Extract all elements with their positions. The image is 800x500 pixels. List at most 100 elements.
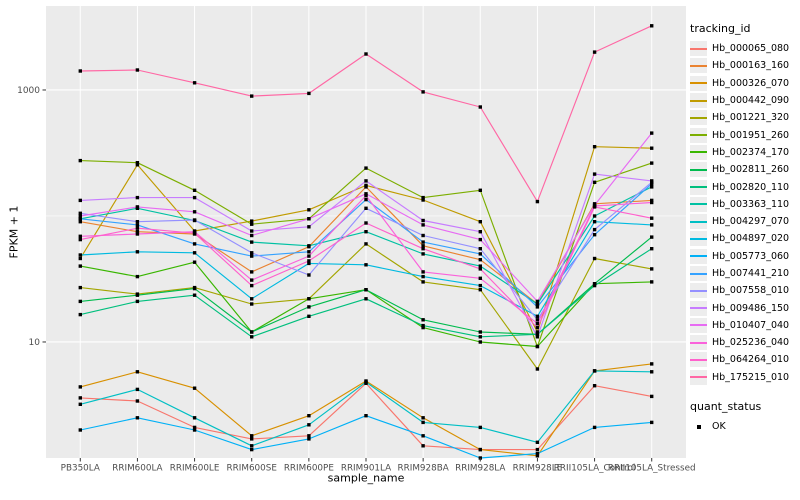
legend-key — [690, 93, 707, 109]
data-point-Hb_002820_110 — [592, 283, 597, 288]
data-point-Hb_000442_090 — [421, 198, 425, 202]
data-point-Hb_025236_040 — [250, 278, 254, 282]
legend-title-quant-status: quant_status — [690, 399, 762, 413]
legend-item-Hb_004297_070: Hb_004297_070 — [690, 213, 798, 230]
data-point-Hb_064264_010 — [364, 221, 368, 225]
data-point-Hb_002820_110 — [650, 247, 654, 251]
legend-item-label: Hb_007441_210 — [712, 268, 790, 279]
legend-key — [690, 317, 707, 333]
legend-item-label: Hb_004297_070 — [712, 216, 790, 228]
data-point-Hb_001221_320 — [592, 256, 597, 261]
data-point-Hb_005773_060 — [535, 451, 540, 456]
data-point-Hb_003363_110 — [307, 244, 311, 248]
legend-items-tracking-id: Hb_000065_080 Hb_000163_160 Hb_000326_070 H… — [690, 40, 798, 386]
x-tick-label: RRIM600LE — [170, 464, 220, 474]
data-point-Hb_004297_070 — [592, 369, 597, 373]
legend-item-Hb_004897_020: Hb_004897_020 — [690, 230, 798, 247]
data-point-Hb_001951_260 — [135, 161, 140, 165]
data-point-Hb_004897_020 — [364, 263, 368, 267]
data-point-Hb_003363_110 — [535, 302, 540, 306]
legend-line-swatch — [690, 341, 707, 344]
legend-item-label: Hb_007558_010 — [712, 285, 790, 297]
x-tick-label: RRII105LA_Control — [554, 464, 636, 474]
data-point-Hb_005773_060 — [78, 428, 82, 432]
data-point-Hb_005773_060 — [592, 425, 597, 430]
data-point-Hb_009486_150 — [364, 179, 368, 183]
data-point-Hb_025236_040 — [364, 193, 368, 198]
data-point-Hb_004297_070 — [192, 416, 197, 420]
data-point-Hb_001221_320 — [650, 267, 654, 271]
data-point-Hb_000065_080 — [78, 396, 82, 400]
legend-item-Hb_001221_320: Hb_001221_320 — [690, 109, 798, 126]
legend-line-swatch — [690, 64, 707, 67]
legend: tracking_id Hb_000065_080 Hb_000163_160 Hb… — [690, 22, 798, 435]
legend-line-swatch — [690, 116, 707, 119]
data-point-Hb_175215_010 — [250, 94, 254, 98]
legend-line-swatch — [690, 134, 707, 137]
legend-item-label: Hb_002811_260 — [712, 164, 790, 176]
data-point-Hb_000326_070 — [135, 370, 140, 374]
legend-key — [690, 110, 707, 126]
data-point-Hb_025236_040 — [421, 270, 425, 274]
data-point-Hb_025236_040 — [535, 321, 540, 326]
data-point-Hb_000065_080 — [192, 425, 197, 430]
legend-line-swatch — [690, 82, 707, 85]
data-point-Hb_004897_020 — [592, 220, 597, 224]
data-point-Hb_001221_320 — [421, 280, 425, 284]
data-point-Hb_005773_060 — [307, 437, 311, 441]
legend-line-swatch — [690, 186, 707, 189]
data-point-Hb_175215_010 — [478, 105, 482, 109]
data-point-Hb_004297_070 — [250, 444, 254, 448]
data-point-Hb_003363_110 — [364, 230, 368, 234]
data-point-Hb_007441_210 — [535, 305, 540, 309]
data-point-Hb_001951_260 — [192, 188, 197, 192]
data-point-Hb_175215_010 — [650, 24, 654, 28]
data-point-Hb_001221_320 — [364, 242, 368, 246]
data-point-Hb_002374_170 — [535, 344, 540, 349]
data-point-Hb_000326_070 — [192, 386, 197, 390]
data-point-Hb_002820_110 — [364, 297, 368, 301]
data-point-Hb_003363_110 — [650, 185, 654, 189]
data-point-Hb_004297_070 — [421, 420, 425, 425]
data-point-Hb_000065_080 — [535, 447, 540, 452]
data-point-Hb_002374_170 — [478, 340, 482, 344]
data-point-Hb_000065_080 — [135, 399, 140, 403]
data-point-Hb_064264_010 — [650, 216, 654, 220]
legend-key — [690, 127, 707, 143]
data-point-Hb_007441_210 — [364, 197, 368, 202]
y-tick-label: 1000 — [17, 86, 40, 96]
legend-line-swatch — [690, 307, 707, 310]
data-point-Hb_002811_260 — [421, 318, 425, 322]
legend-line-swatch — [690, 272, 707, 275]
data-point-Hb_002811_260 — [364, 288, 368, 292]
legend-item-label: OK — [712, 421, 726, 433]
data-point-Hb_000442_090 — [250, 219, 254, 223]
data-point-Hb_025236_040 — [78, 234, 82, 238]
data-point-Hb_064264_010 — [478, 267, 482, 271]
data-point-Hb_000326_070 — [307, 414, 311, 418]
legend-key — [690, 248, 707, 264]
data-point-Hb_000442_090 — [307, 208, 311, 212]
data-point-Hb_007558_010 — [592, 227, 597, 232]
x-tick-label: RRIM600LA — [112, 464, 162, 474]
legend-item-Hb_064264_010: Hb_064264_010 — [690, 351, 798, 368]
legend-item-Hb_002820_110: Hb_002820_110 — [690, 178, 798, 195]
data-point-Hb_064264_010 — [135, 226, 140, 230]
x-tick-label: PB350LA — [61, 464, 100, 474]
legend-key — [690, 41, 707, 57]
data-point-Hb_001951_260 — [478, 188, 482, 192]
data-point-Hb_001221_320 — [78, 285, 82, 290]
x-tick-label: RRIM600SE — [227, 464, 277, 474]
data-point-Hb_000163_160 — [78, 220, 82, 224]
data-point-Hb_010407_040 — [650, 131, 654, 135]
data-point-Hb_010407_040 — [478, 237, 482, 242]
legend-item-Hb_002811_260: Hb_002811_260 — [690, 161, 798, 178]
data-point-Hb_001221_320 — [478, 288, 482, 292]
legend-item-label: Hb_004897_020 — [712, 233, 790, 245]
y-axis-title: FPKM + 1 — [7, 205, 21, 259]
data-point-Hb_025236_040 — [478, 276, 482, 280]
data-point-Hb_000326_070 — [78, 385, 82, 389]
data-point-Hb_002374_170 — [192, 260, 197, 264]
data-point-Hb_010407_040 — [535, 299, 540, 304]
data-point-Hb_005773_060 — [364, 414, 368, 418]
